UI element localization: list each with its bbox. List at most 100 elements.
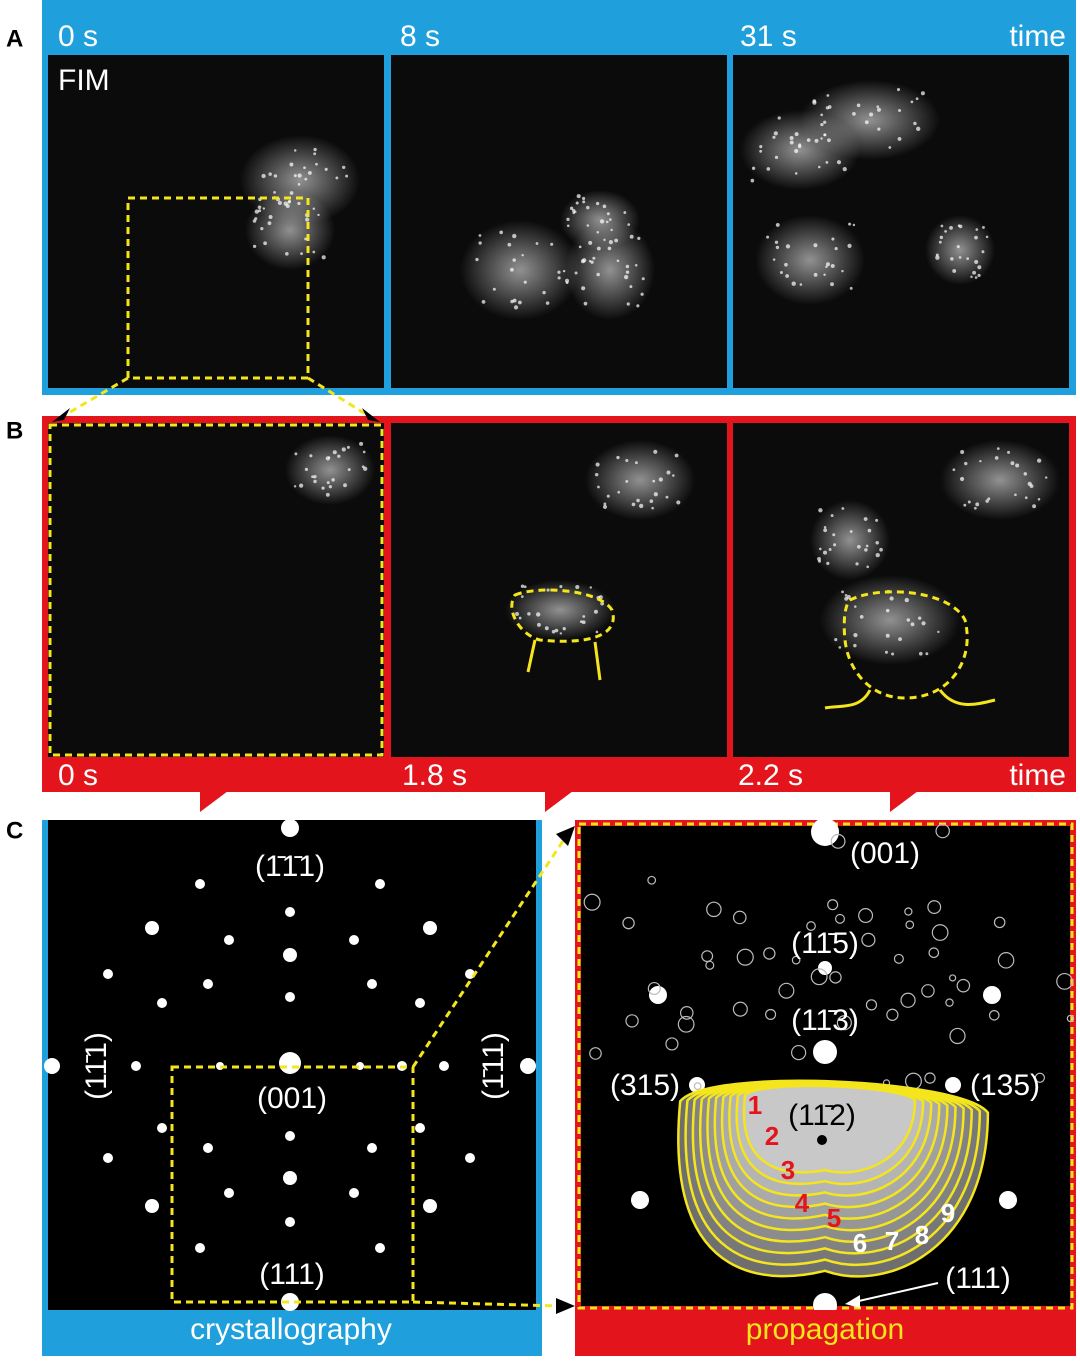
atom [827, 105, 832, 109]
atom [960, 450, 965, 455]
atom [297, 183, 301, 186]
atom [832, 533, 836, 537]
atom [1024, 496, 1028, 500]
pole [677, 1015, 695, 1033]
bright-region [800, 80, 940, 160]
pole [285, 992, 295, 1002]
atom [904, 597, 909, 603]
atom [847, 243, 852, 248]
atom [520, 584, 525, 589]
atom [785, 274, 789, 278]
pole [283, 1171, 297, 1185]
atom [588, 259, 592, 263]
atom [773, 131, 778, 136]
atom [481, 300, 486, 304]
pole [949, 974, 957, 982]
atom [834, 637, 838, 642]
atom [981, 250, 985, 254]
atom [985, 499, 989, 503]
atom [853, 643, 857, 648]
atom [297, 201, 301, 206]
atom [898, 637, 902, 642]
atom [799, 283, 803, 286]
pole [706, 901, 722, 918]
pole [195, 879, 205, 889]
atom [343, 483, 347, 488]
atom [268, 214, 273, 219]
atom [813, 272, 818, 277]
atom [938, 240, 942, 244]
atom [772, 258, 776, 261]
atom [820, 137, 823, 140]
atom [523, 585, 527, 589]
pole [423, 921, 437, 935]
atom [935, 255, 940, 260]
atom [307, 170, 312, 175]
atom [918, 651, 923, 656]
atom [959, 476, 965, 482]
atom [631, 502, 636, 507]
arrowhead [362, 408, 380, 422]
atom [325, 492, 330, 497]
atom [285, 204, 290, 208]
fim-image [391, 55, 727, 388]
atom [831, 237, 835, 241]
time-arrow [545, 0, 593, 72]
atom [313, 479, 317, 484]
atom [582, 196, 586, 200]
pole [285, 907, 295, 917]
pole [905, 920, 915, 930]
atom [594, 472, 599, 477]
atom [823, 525, 827, 529]
atom [289, 191, 294, 195]
atom [625, 264, 630, 269]
atom [634, 461, 638, 465]
atom [359, 441, 364, 446]
atom [523, 280, 527, 284]
atom [345, 174, 349, 178]
atom [913, 121, 917, 126]
atom [606, 494, 610, 498]
pole-label: (315) [610, 1069, 680, 1102]
atom [297, 173, 302, 178]
atom [649, 499, 654, 503]
atom [559, 632, 563, 635]
pole-label: (001) [257, 1082, 327, 1115]
pole [589, 1047, 602, 1060]
atom [252, 244, 257, 249]
atom [581, 286, 586, 291]
atom [312, 207, 316, 211]
atom [812, 100, 817, 105]
pole [817, 1135, 827, 1145]
atom [896, 88, 901, 92]
atom [582, 258, 587, 263]
atom [596, 246, 601, 251]
atom [596, 272, 600, 277]
atom [289, 162, 294, 167]
atom [987, 497, 991, 501]
atom [791, 281, 796, 286]
atom [562, 269, 566, 273]
atom [813, 243, 818, 248]
pole [375, 879, 385, 889]
roi [170, 1065, 415, 1304]
atom [658, 477, 663, 482]
atom [789, 140, 794, 145]
atom [625, 270, 630, 274]
pole [647, 981, 661, 995]
time-label: 1.8 s [402, 759, 467, 792]
atom [565, 281, 569, 285]
pole [367, 979, 377, 989]
atom [342, 165, 346, 170]
atom [579, 620, 583, 624]
pole [415, 1123, 425, 1133]
atom [321, 486, 325, 490]
atom [536, 612, 541, 617]
pole [415, 998, 425, 1008]
caption: crystallography [190, 1313, 392, 1346]
atom [866, 565, 869, 569]
atom [312, 250, 316, 254]
atom [826, 561, 830, 566]
atom [535, 242, 539, 245]
atom [544, 626, 549, 631]
